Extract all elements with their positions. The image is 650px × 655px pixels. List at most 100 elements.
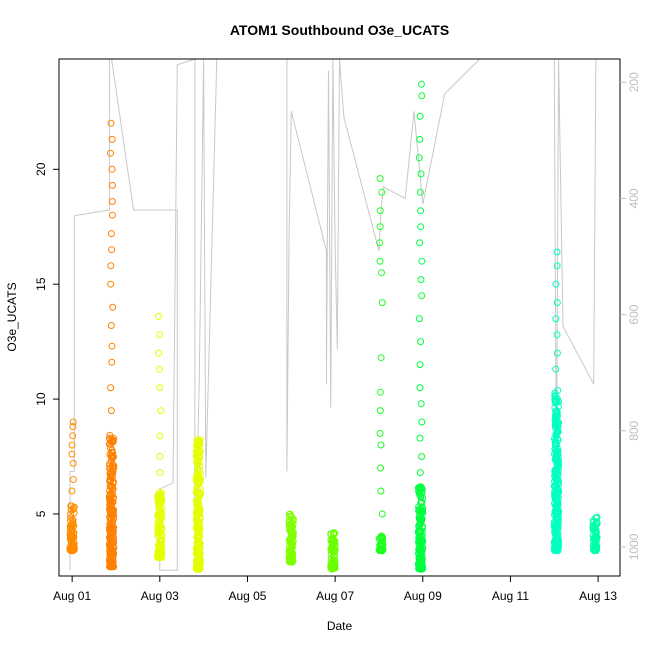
data-point (417, 223, 425, 231)
data-point (286, 521, 294, 528)
data-point (378, 188, 386, 196)
data-point (417, 493, 425, 501)
data-point (551, 404, 559, 412)
data-point (157, 407, 165, 415)
data-point (69, 476, 77, 483)
data-point (289, 557, 297, 564)
data-point (376, 223, 384, 231)
data-point (415, 315, 423, 323)
data-point (158, 525, 166, 533)
series-6 (327, 529, 339, 573)
data-point (376, 407, 384, 415)
data-point (589, 523, 597, 531)
data-point (110, 550, 117, 558)
data-point (70, 545, 78, 553)
y-axis-label: O3e_UCATS (5, 282, 19, 351)
data-point (555, 481, 562, 489)
data-point (195, 564, 203, 572)
data-point (108, 181, 116, 189)
data-point (286, 510, 294, 518)
data-point (419, 522, 427, 530)
data-point (416, 469, 424, 477)
data-point (415, 507, 423, 515)
data-point (416, 239, 424, 247)
data-point (552, 530, 560, 538)
data-point (107, 384, 115, 392)
data-point (554, 467, 562, 475)
data-point (156, 331, 164, 339)
data-point (108, 448, 116, 456)
data-point (194, 479, 201, 487)
data-point (593, 514, 601, 522)
data-point (107, 407, 115, 415)
data-point (552, 495, 560, 503)
data-point (108, 165, 116, 173)
data-point (105, 505, 113, 513)
data-point (555, 507, 562, 515)
y-axis: 5 10 15 20 (34, 162, 59, 517)
data-point (108, 519, 116, 527)
data-point (552, 432, 560, 439)
series-3 (154, 312, 166, 562)
data-point (195, 560, 203, 568)
data-point (330, 536, 338, 544)
data-point (377, 354, 385, 362)
data-point (195, 548, 202, 556)
y2-tick-label: 800 (627, 420, 641, 440)
data-point (109, 303, 117, 311)
data-point (288, 539, 296, 546)
data-point (417, 338, 425, 346)
data-point (417, 400, 425, 408)
data-point (106, 544, 114, 552)
data-point (69, 432, 77, 440)
data-point (107, 262, 115, 270)
data-point (552, 365, 560, 373)
data-point (196, 523, 204, 531)
data-point (554, 544, 562, 552)
data-point (419, 537, 427, 545)
data-point (67, 502, 75, 510)
data-point (378, 534, 386, 542)
data-point (69, 423, 77, 431)
data-point (287, 552, 295, 560)
data-point (108, 198, 116, 205)
y2-tick-label: 1000 (627, 533, 641, 560)
data-point (553, 435, 561, 443)
data-point (331, 564, 339, 572)
data-point (416, 188, 424, 196)
data-point (418, 92, 426, 100)
plot-frame (58, 58, 621, 577)
data-point (417, 80, 425, 88)
series-1 (66, 418, 78, 555)
data-point (416, 112, 424, 120)
data-point (554, 532, 561, 540)
data-point (110, 464, 118, 472)
data-point (155, 365, 163, 373)
x-tick-label: Aug 01 (53, 589, 91, 603)
data-point (157, 499, 165, 507)
data-point (158, 537, 166, 544)
data-point (415, 546, 423, 554)
points-layer (66, 80, 601, 573)
y-tick-label: 15 (34, 277, 48, 291)
data-point (415, 154, 423, 162)
data-point (68, 487, 76, 495)
y-tick-label: 10 (34, 392, 48, 406)
data-point (553, 299, 561, 307)
data-point (197, 489, 204, 497)
data-point (417, 170, 425, 178)
data-point (68, 522, 76, 530)
x-tick-label: Aug 11 (492, 589, 529, 603)
data-point (195, 453, 203, 461)
data-point (378, 547, 386, 555)
y2-tick-label: 200 (627, 72, 641, 92)
pressure-line (69, 58, 599, 571)
data-point (68, 529, 76, 537)
data-point (196, 550, 204, 558)
data-point (154, 531, 162, 539)
data-point (416, 135, 424, 143)
data-point (590, 518, 597, 526)
data-point (108, 358, 116, 366)
data-point (418, 418, 426, 426)
data-point (155, 312, 162, 320)
